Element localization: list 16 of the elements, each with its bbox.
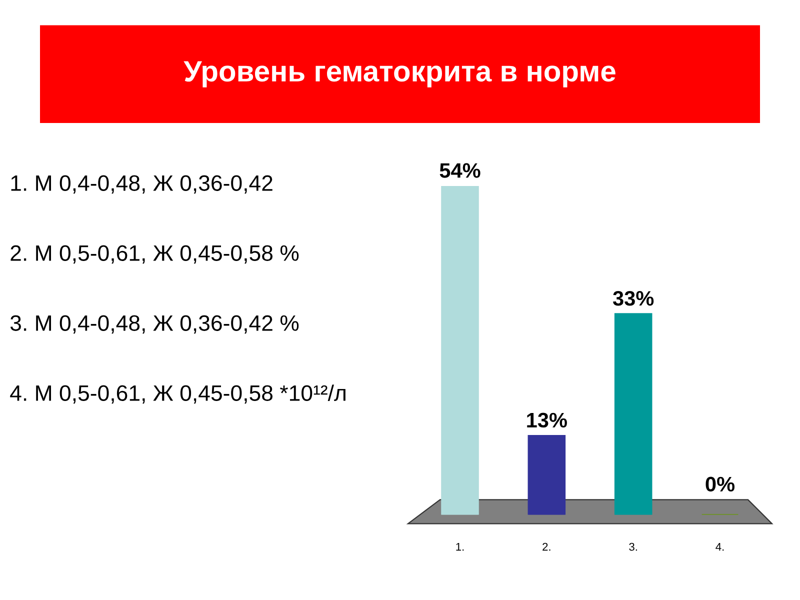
bar <box>614 313 652 515</box>
text: 3. М 0,4-0,48, Ж 0,36-0,42 % <box>10 315 299 334</box>
x-tick-label: 2. <box>542 542 550 551</box>
text: 4. М 0,5-0,61, Ж 0,45-0,58 *10¹²/л <box>10 384 346 404</box>
data-label: 13% <box>527 412 567 428</box>
chart-title: Уровень гематокрита в норме <box>184 61 616 88</box>
x-tick-label: 3. <box>629 542 637 551</box>
data-label: 54% <box>440 163 480 178</box>
x-tick-label: 4. <box>716 542 724 551</box>
x-tick-label: 1. <box>456 542 464 551</box>
text: 2. М 0,5-0,61, Ж 0,45-0,58 % <box>10 245 299 264</box>
data-label: 0% <box>706 476 735 492</box>
data-label: 33% <box>612 290 654 306</box>
text: 1. М 0,4-0,48, Ж 0,36-0,42 <box>11 175 272 194</box>
bar <box>441 186 479 515</box>
bar <box>528 434 566 515</box>
